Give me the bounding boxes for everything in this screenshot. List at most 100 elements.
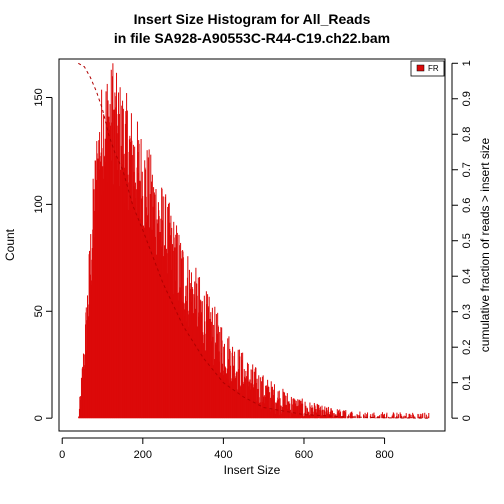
histogram-bar [273,395,275,419]
histogram-bar [227,338,229,419]
histogram-bar [414,416,416,419]
histogram-bar [294,399,296,419]
histogram-bar [383,414,385,419]
histogram-bar [318,404,320,419]
histogram-bar [401,415,403,419]
histogram-bar [367,412,369,419]
x-tick-label: 400 [214,449,232,461]
histogram-bar [280,406,282,419]
y2-tick-label: 0.1 [461,375,473,390]
histogram-bar [338,410,340,419]
plot-frame [58,58,446,432]
histogram-bar [324,411,326,419]
histogram-bar [330,408,332,419]
y-tick-label: 0 [33,415,45,421]
histogram-bar [258,375,260,419]
y2-tick-label: 0.5 [461,233,473,248]
histogram-bar [304,401,306,419]
cumulative-fraction-line [78,62,429,419]
y2-axis: 0 0.1 0.2 0.3 0.4 0.5 0.6 0.7 0.8 0.9 1 [451,60,473,421]
legend-label-fr: FR [428,64,439,73]
y2-tick-label: 0.2 [461,340,473,355]
histogram-bar [398,414,400,419]
histogram-bar [335,416,337,419]
histogram-bar [417,414,419,419]
y2-tick-label: 1 [461,60,473,66]
y2-axis-label: cumulative fraction of reads > insert si… [478,137,492,352]
y-axis: 0 50 100 150 [33,88,53,421]
histogram-bar [363,414,365,419]
x-tick-label: 0 [59,449,65,461]
histogram-bar [393,414,395,419]
histogram-bar [375,417,377,419]
histogram-bar [333,415,335,419]
histogram-bar [356,414,358,419]
histogram-bar [347,417,349,419]
histogram-bar [320,410,322,419]
histogram-bar [364,412,366,419]
x-tick-label: 600 [295,449,313,461]
histogram-bar [343,410,345,419]
histogram-bar [421,414,423,419]
histogram-bar [425,414,427,419]
histogram-bar [314,406,316,419]
histogram-bar [408,413,410,419]
histogram-bar [287,401,289,419]
histogram-bars [78,63,430,419]
histogram-bar [275,402,277,419]
histogram-bar [295,400,297,419]
histogram-bar [259,377,261,419]
histogram-bar [404,415,406,419]
histogram-bar [245,376,247,419]
histogram-bar [310,414,312,419]
x-axis: 0 200 400 600 800 [59,437,394,461]
histogram-bar [298,400,300,419]
histogram-bar [379,415,381,419]
histogram-bar [228,336,230,419]
histogram-bar [412,412,414,419]
histogram-bar [359,411,361,419]
chart-title: Insert Size Histogram for All_Reads [134,11,371,27]
histogram-bar [373,412,375,419]
histogram-bar [386,412,388,419]
histogram-bar [405,413,407,419]
histogram-bar [409,417,411,419]
histogram-bar [399,412,401,419]
histogram-bar [351,412,353,419]
y2-tick-label: 0.8 [461,127,473,142]
histogram-bar [336,409,338,419]
histogram-bar [424,412,426,419]
histogram-bar [284,392,286,419]
histogram-bar [278,390,280,419]
histogram-bar [383,413,385,419]
histogram-bar [274,408,276,419]
histogram-bar [289,403,291,419]
histogram-bar [381,412,383,419]
y-axis-label: Count [3,228,17,261]
histogram-bar [261,376,263,419]
histogram-bar [273,384,275,419]
histogram-bar [279,398,281,419]
y2-tick-label: 0.9 [461,91,473,106]
histogram-bar [297,405,299,419]
histogram-bar [293,398,295,419]
histogram-bar [410,417,412,419]
y2-tick-label: 0.6 [461,198,473,213]
histogram-bar [269,397,271,419]
histogram-bar [312,407,314,419]
y-tick-label: 150 [33,88,45,106]
histogram-bar [309,406,311,419]
histogram-bar [357,415,359,419]
histogram-bar [419,413,421,419]
histogram-bar [410,414,412,419]
y2-tick-label: 0 [461,415,473,421]
histogram-bar [391,415,393,419]
histogram-bar [305,405,307,419]
histogram-bar [378,415,380,419]
histogram-bar [422,413,424,419]
y-tick-label: 50 [33,305,45,317]
histogram-bar [428,413,430,419]
histogram-bar [286,393,288,419]
